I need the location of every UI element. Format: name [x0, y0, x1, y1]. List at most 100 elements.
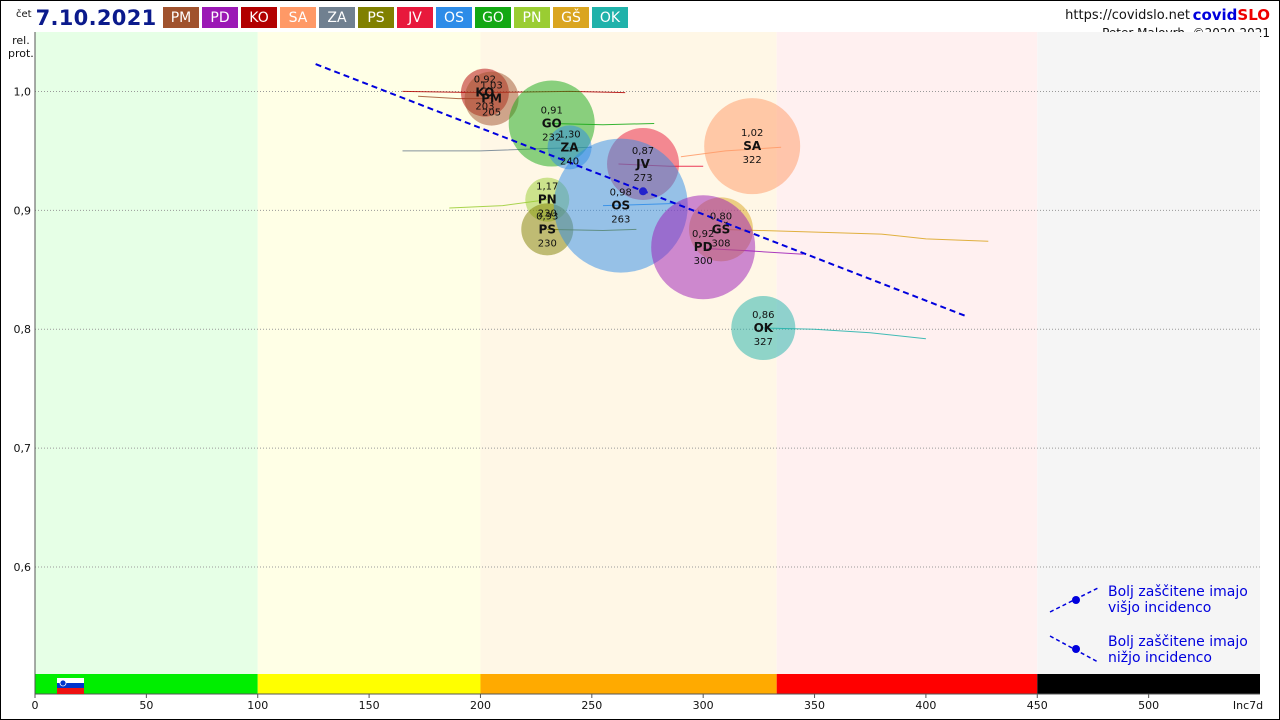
- legend-item-ko[interactable]: KO: [241, 7, 277, 28]
- bubble-region-label: GO: [542, 117, 562, 131]
- zone-bar-4: [1037, 674, 1260, 694]
- y-tick-label: 0,9: [14, 204, 32, 217]
- x-tick-label: 500: [1138, 699, 1159, 712]
- bubble-incidence-label: 263: [611, 215, 630, 226]
- x-tick-label: 450: [1027, 699, 1048, 712]
- bubble-incidence-label: 308: [711, 238, 730, 249]
- zone-bg-3: [776, 32, 1038, 674]
- bubble-incidence-label: 205: [482, 108, 501, 119]
- bubble-value-label: 0,86: [752, 310, 774, 321]
- bubble-value-label: 0,93: [536, 211, 558, 222]
- legend-item-pn[interactable]: PN: [514, 7, 550, 28]
- bubble-incidence-label: 240: [560, 156, 579, 167]
- zone-bg-1: [257, 32, 481, 674]
- bubble-value-label: 1,03: [480, 81, 502, 92]
- x-tick-label: 0: [32, 699, 39, 712]
- icon-line: [1049, 635, 1099, 663]
- flag-stripe-white: [57, 678, 84, 683]
- bubble-value-label: 0,92: [692, 229, 714, 240]
- slovenia-flag-icon: [57, 678, 84, 694]
- bubble-incidence-label: 327: [754, 337, 773, 348]
- bubble-ok: [731, 296, 796, 361]
- x-tick-label: 200: [470, 699, 491, 712]
- bubble-region-label: OK: [754, 321, 774, 335]
- bubble-value-label: 0,80: [710, 211, 732, 222]
- bubble-region-label: SA: [743, 139, 762, 153]
- bubble-value-label: 0,87: [632, 146, 654, 157]
- upward-trend-icon: [1049, 587, 1099, 613]
- flag-stripe-red: [57, 688, 84, 694]
- bubble-incidence-label: 230: [538, 238, 557, 249]
- lower-annotation: Bolj zaščitene imajo nižjo incidenco: [1108, 634, 1248, 666]
- y-axis-label: rel. prot.: [8, 34, 34, 60]
- bubble-value-label: 1,02: [741, 128, 763, 139]
- trajectory-line: [720, 228, 989, 242]
- brand-logo: covidSLO: [1192, 6, 1270, 24]
- date-label: 7.10.2021: [35, 6, 157, 30]
- legend-item-jv[interactable]: JV: [397, 7, 433, 28]
- icon-dot: [1072, 645, 1080, 653]
- bubble-region-label: PD: [694, 240, 713, 254]
- bubble-value-label: 1,30: [558, 129, 580, 140]
- bubble-region-label: ZA: [561, 140, 580, 154]
- bubble-region-label: GŠ: [712, 221, 731, 236]
- zone-bg-4: [1037, 32, 1260, 674]
- bubble-incidence-label: 230: [538, 209, 557, 220]
- legend-item-ok[interactable]: OK: [592, 7, 628, 28]
- y-tick-label: 1,0: [14, 85, 32, 98]
- x-tick-label: 400: [915, 699, 936, 712]
- x-tick-label: 250: [581, 699, 602, 712]
- bubble-region-label: PN: [538, 193, 557, 207]
- bubble-incidence-label: 300: [694, 256, 713, 267]
- bubble-region-label: JV: [635, 157, 650, 171]
- legend-item-go[interactable]: GO: [475, 7, 511, 28]
- bubble-region-label: PS: [539, 222, 556, 236]
- bubble-value-label: 1,17: [536, 182, 558, 193]
- bubble-value-label: 0,91: [541, 106, 563, 117]
- mean-point: [639, 187, 648, 196]
- bubble-region-label: OS: [611, 199, 630, 213]
- bubble-region-label: PM: [481, 92, 502, 106]
- x-tick-label: 350: [804, 699, 825, 712]
- bubble-incidence-label: 232: [542, 133, 561, 144]
- x-axis-label: Inc7d: [1233, 699, 1263, 712]
- upper-annotation: Bolj zaščitene imajo višjo incidenco: [1108, 584, 1248, 616]
- legend-item-pd[interactable]: PD: [202, 7, 238, 28]
- zone-bar-3: [776, 674, 1038, 694]
- bubble-value-label: 0,98: [610, 188, 632, 199]
- trend-line: [315, 63, 967, 318]
- downward-trend-icon: [1049, 635, 1099, 663]
- y-tick-label: 0,7: [14, 442, 32, 455]
- bubble-incidence-label: 273: [633, 173, 652, 184]
- zone-bg-0: [35, 32, 258, 674]
- legend-item-gš[interactable]: GŠ: [553, 7, 589, 28]
- flag-coat: [59, 679, 67, 687]
- flag-stripe-blue: [57, 683, 84, 688]
- bubble-sa: [704, 98, 801, 195]
- bubble-region-label: KO: [475, 86, 494, 100]
- bubble-pm: [464, 71, 519, 126]
- region-legend: PM PD KO SA ZA PS JV OS GO PN GŠ OK: [163, 7, 628, 28]
- x-tick-label: 300: [693, 699, 714, 712]
- x-tick-label: 150: [359, 699, 380, 712]
- legend-item-os[interactable]: OS: [436, 7, 472, 28]
- zone-bar-1: [257, 674, 481, 694]
- site-url[interactable]: https://covidslo.net: [1065, 8, 1190, 23]
- bubble-value-label: 0,92: [474, 75, 496, 86]
- y-tick-label: 0,8: [14, 323, 32, 336]
- icon-line: [1049, 587, 1099, 613]
- bubble-incidence-label: 203: [475, 102, 494, 113]
- day-label: čet: [16, 9, 32, 20]
- legend-item-ps[interactable]: PS: [358, 7, 394, 28]
- x-tick-label: 100: [247, 699, 268, 712]
- x-tick-label: 50: [139, 699, 153, 712]
- zone-bar-0: [35, 674, 258, 694]
- legend-item-pm[interactable]: PM: [163, 7, 199, 28]
- bubble-incidence-label: 322: [743, 155, 762, 166]
- icon-dot: [1072, 596, 1080, 604]
- bubble-pd: [651, 195, 756, 300]
- zone-bar-2: [480, 674, 777, 694]
- date-header: čet 7.10.2021: [16, 4, 157, 30]
- legend-item-za[interactable]: ZA: [319, 7, 355, 28]
- legend-item-sa[interactable]: SA: [280, 7, 316, 28]
